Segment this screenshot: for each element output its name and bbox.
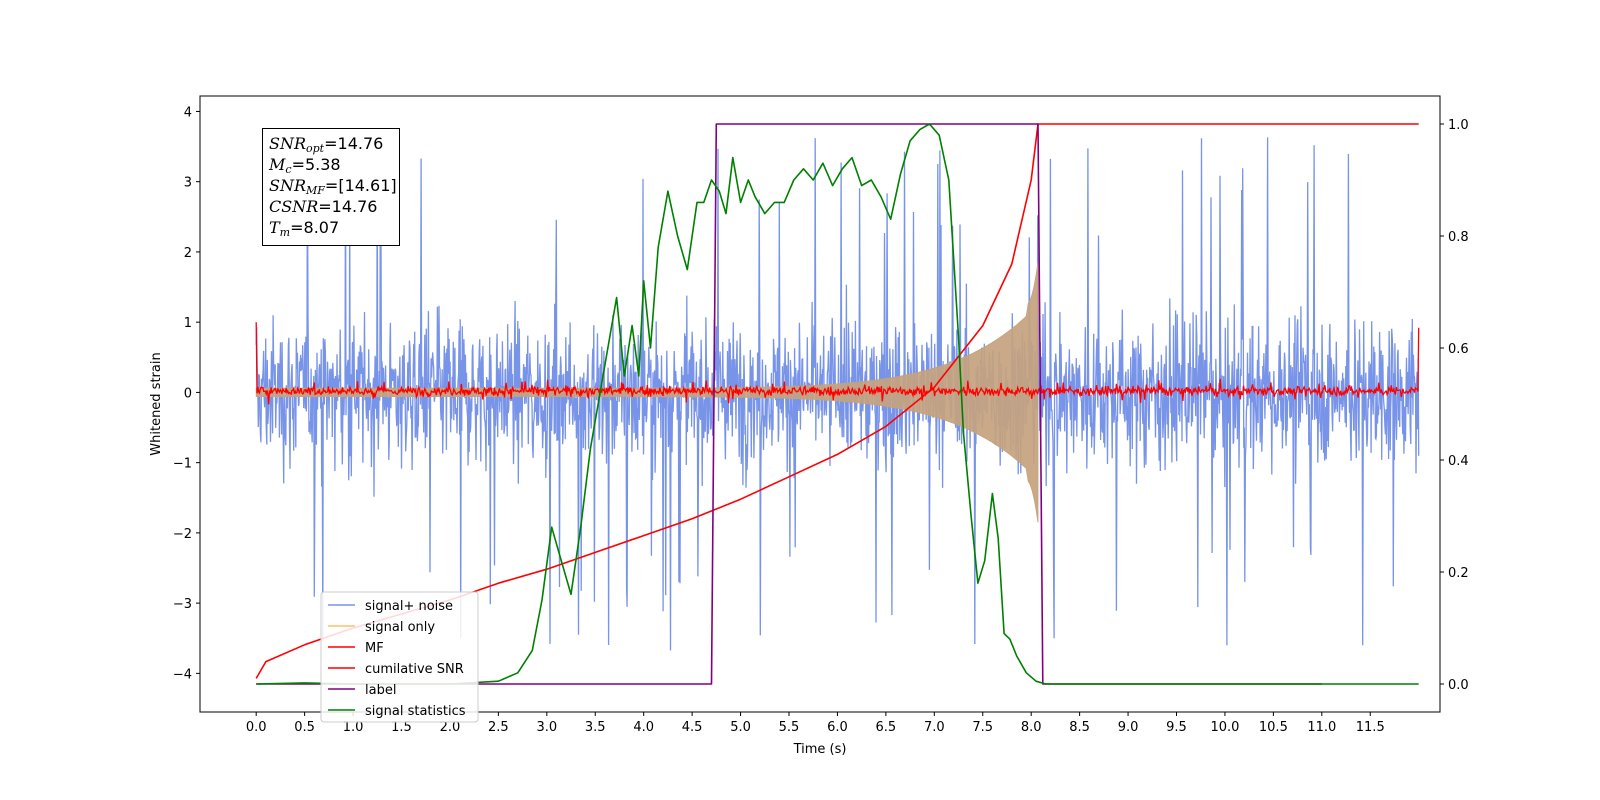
- y-right-tick-label: 0.2: [1448, 566, 1469, 581]
- x-tick-label: 2.0: [440, 720, 461, 735]
- mc-subscript: c: [285, 163, 292, 176]
- csnr-row: CSNR=14.76: [269, 196, 393, 217]
- x-tick-label: 6.0: [827, 720, 848, 735]
- y-left-tick-label: −3: [173, 597, 192, 612]
- x-tick-label: 11.5: [1356, 720, 1385, 735]
- x-tick-label: 10.5: [1259, 720, 1288, 735]
- legend-label: label: [365, 683, 396, 698]
- x-tick-label: 9.0: [1118, 720, 1139, 735]
- x-tick-label: 3.0: [536, 720, 557, 735]
- statistics-box: SNRopt=14.76 Mc=5.38 SNRMF=[14.61] CSNR=…: [262, 128, 400, 246]
- legend-label: signal only: [365, 620, 435, 635]
- y-left-tick-label: 4: [184, 105, 192, 120]
- x-tick-label: 1.0: [343, 720, 364, 735]
- y-left-tick-label: 1: [184, 316, 192, 331]
- legend-label: MF: [365, 641, 384, 656]
- series-mf: [255, 322, 1420, 405]
- x-tick-label: 6.5: [876, 720, 897, 735]
- mc-row: Mc=5.38: [269, 154, 393, 175]
- snr-mf-subscript: MF: [306, 184, 325, 197]
- snr-opt-subscript: opt: [306, 142, 325, 155]
- x-tick-label: 4.0: [633, 720, 654, 735]
- x-axis-label: Time (s): [793, 742, 847, 757]
- y-right-tick-label: 1.0: [1448, 118, 1469, 133]
- x-tick-label: 7.0: [924, 720, 945, 735]
- y-left-tick-label: 2: [184, 246, 192, 261]
- axes-frame: [199, 95, 1441, 713]
- snr-opt-symbol: SNR: [269, 134, 307, 153]
- series-signal-statistics: [256, 123, 1419, 685]
- x-tick-label: 4.5: [682, 720, 703, 735]
- x-tick-label: 10.0: [1210, 720, 1239, 735]
- x-tick-label: 2.5: [488, 720, 509, 735]
- tm-symbol: T: [269, 218, 280, 237]
- y-right-tick-label: 0.0: [1448, 678, 1469, 693]
- tm-subscript: m: [279, 226, 291, 239]
- x-tick-label: 11.0: [1307, 720, 1336, 735]
- y-left-tick-label: −1: [173, 457, 192, 472]
- tm-value: =8.07: [290, 218, 340, 237]
- snr-mf-value: =[14.61]: [324, 176, 397, 195]
- left-y-axis-ticks: −4 −3 −2 −1 0 1 2 3 4: [173, 105, 200, 682]
- x-axis-ticks: 0.0 0.5 1.0 1.5 2.0 2.5 3.0 3.5 4.0 4.5 5.0 5.5 6.0 6…: [246, 712, 1385, 735]
- snr-mf-symbol: SNR: [269, 176, 307, 195]
- y-left-tick-label: −2: [173, 527, 192, 542]
- x-tick-label: 5.5: [779, 720, 800, 735]
- y-right-tick-label: 0.6: [1448, 342, 1469, 357]
- y-right-tick-label: 0.4: [1448, 454, 1469, 469]
- x-tick-label: 7.5: [972, 720, 993, 735]
- y-left-tick-label: 3: [184, 176, 192, 191]
- mc-value: =5.38: [291, 155, 341, 174]
- legend-label: signal+ noise: [365, 599, 453, 614]
- legend-label: signal statistics: [365, 704, 466, 719]
- x-tick-label: 1.5: [391, 720, 412, 735]
- legend-label: cumilative SNR: [365, 662, 464, 677]
- snr-opt-value: =14.76: [324, 134, 384, 153]
- right-y-axis-ticks: 0.0 0.2 0.4 0.6 0.8 1.0: [1440, 118, 1469, 693]
- x-tick-label: 0.0: [246, 720, 267, 735]
- y-right-tick-label: 0.8: [1448, 230, 1469, 245]
- x-tick-label: 0.5: [294, 720, 315, 735]
- x-tick-label: 5.0: [730, 720, 751, 735]
- mc-symbol: M: [269, 155, 286, 174]
- csnr-symbol: CSNR: [269, 197, 319, 216]
- x-tick-label: 3.5: [585, 720, 606, 735]
- y-left-tick-label: 0: [184, 386, 192, 401]
- x-tick-label: 9.5: [1166, 720, 1187, 735]
- y-axis-label: Whitened strain: [149, 352, 164, 455]
- snr-opt-row: SNRopt=14.76: [269, 133, 393, 154]
- legend: signal+ noise signal only MF cumilative SNR…: [320, 591, 479, 723]
- y-left-tick-label: −4: [173, 667, 192, 682]
- legend-frame: [320, 591, 479, 723]
- tm-row: Tm=8.07: [269, 217, 393, 238]
- x-tick-label: 8.0: [1021, 720, 1042, 735]
- snr-mf-row: SNRMF=[14.61]: [269, 175, 397, 197]
- csnr-value: =14.76: [318, 197, 378, 216]
- x-tick-label: 8.5: [1069, 720, 1090, 735]
